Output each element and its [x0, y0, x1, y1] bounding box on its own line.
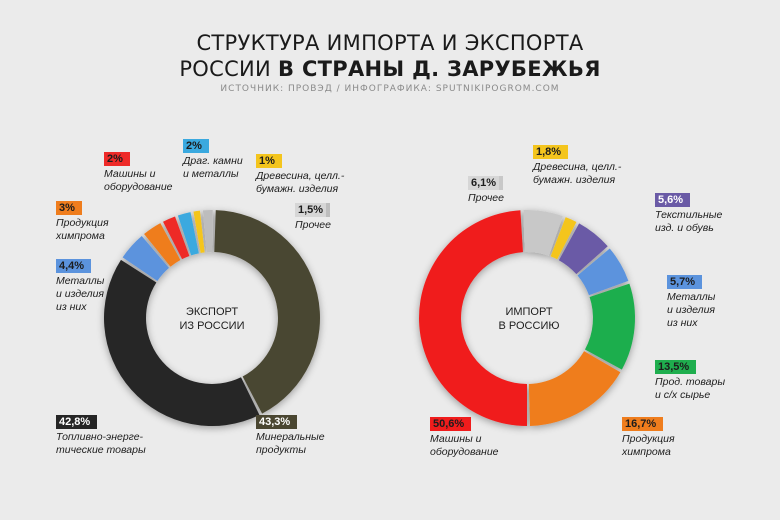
import-text-machines-1: Машины и [430, 433, 482, 445]
export-label-wood: 1% Древесина, целл.- бумажн. изделия [256, 154, 344, 196]
import-pct-metals: 5,7% [667, 275, 703, 289]
export-slice-2 [122, 235, 170, 281]
title-line-2-bold: В СТРАНЫ Д. ЗАРУБЕЖЬЯ [278, 57, 601, 81]
import-label-food: 13,5% Прод. товары и с/х сырье [655, 360, 725, 402]
import-text-machines-2: оборудование [430, 446, 499, 458]
export-center-line-2: ИЗ РОССИИ [179, 320, 245, 332]
import-text-metals-2: и изделия [667, 304, 716, 316]
export-slice-6 [193, 210, 205, 253]
import-slice-0 [419, 210, 527, 426]
export-text-fuel-1: Топливно-энерге- [56, 431, 144, 443]
import-text-textile-2: изд. и обувь [655, 222, 714, 234]
export-slice-3 [144, 223, 181, 267]
import-label-textile: 5,6% Текстильные изд. и обувь [655, 193, 722, 235]
export-text-machines-1: Машины и [104, 168, 156, 180]
import-slice-2 [550, 217, 577, 260]
export-pct-metals: 4,4% [56, 259, 92, 273]
import-label-wood: 1,8% Древесина, целл.- бумажн. изделия [533, 145, 621, 187]
export-text-precious-2: и металлы [183, 168, 239, 180]
import-slice-6 [528, 351, 621, 426]
import-text-chem-1: Продукция [622, 433, 675, 445]
export-pct-machines: 2% [104, 152, 130, 166]
export-text-mineral-1: Минеральные [256, 431, 325, 443]
export-slice-0 [214, 210, 320, 414]
import-donut [419, 209, 635, 426]
export-text-metals-1: Металлы [56, 275, 105, 287]
import-text-metals-1: Металлы [667, 291, 716, 303]
title-line-2-light: РОССИИ [179, 57, 272, 81]
import-label-other: 6,1% Прочее [468, 176, 504, 205]
import-slice-1 [523, 209, 563, 256]
import-center-line-1: ИМПОРТ [505, 306, 553, 318]
export-pct-precious: 2% [183, 139, 209, 153]
export-slice-5 [177, 212, 199, 256]
import-pct-chem: 16,7% [622, 417, 664, 431]
import-slice-5 [584, 283, 635, 370]
export-text-precious-1: Драг. камни [183, 155, 243, 167]
import-text-wood-2: бумажн. изделия [533, 174, 616, 186]
export-text-machines-2: оборудование [104, 181, 173, 193]
import-text-metals-3: из них [667, 317, 698, 329]
import-text-food-1: Прод. товары [655, 376, 726, 388]
import-pct-food: 13,5% [655, 360, 697, 374]
export-label-other: 1,5% Прочее [295, 203, 331, 232]
export-center-label: ЭКСПОРТ ИЗ РОССИИ [162, 305, 262, 333]
import-pct-wood: 1,8% [533, 145, 569, 159]
export-text-mineral-2: продукты [256, 444, 306, 456]
export-text-other-1: Прочее [295, 219, 331, 231]
export-pct-chem: 3% [56, 201, 82, 215]
import-text-chem-2: химпрома [622, 446, 671, 458]
import-text-other-1: Прочее [468, 192, 504, 204]
import-label-metals: 5,7% Металлы и изделия из них [667, 275, 715, 330]
export-text-chem-2: химпрома [56, 230, 105, 242]
import-text-textile-1: Текстильные [655, 209, 723, 221]
export-text-metals-3: из них [56, 301, 87, 313]
export-pct-mineral: 43,3% [256, 415, 298, 429]
import-slice-3 [558, 223, 608, 275]
export-text-wood-1: Древесина, целл.- [256, 170, 345, 182]
import-pct-machines: 50,6% [430, 417, 472, 431]
title-line-1: СТРУКТУРА ИМПОРТА И ЭКСПОРТА [196, 31, 584, 55]
import-label-chem: 16,7% Продукция химпрома [622, 417, 675, 459]
export-slice-1 [103, 259, 260, 427]
export-pct-fuel: 42,8% [56, 415, 98, 429]
export-label-chem: 3% Продукция химпрома [56, 201, 109, 243]
export-label-precious: 2% Драг. камни и металлы [183, 139, 243, 181]
import-pct-other: 6,1% [468, 176, 504, 190]
import-center-line-2: В РОССИЮ [498, 320, 560, 332]
export-pct-other: 1,5% [295, 203, 331, 217]
source-credit: ИСТОЧНИК: ПРОВЭД / ИНФОГРАФИКА: SPUTNIKI… [220, 84, 560, 94]
export-slice-7 [202, 210, 213, 253]
import-text-wood-1: Древесина, целл.- [533, 161, 622, 173]
export-text-chem-1: Продукция [56, 217, 109, 229]
title-line-2: РОССИИ В СТРАНЫ Д. ЗАРУБЕЖЬЯ [0, 56, 780, 82]
export-label-fuel: 42,8% Топливно-энерге- тические товары [56, 415, 146, 457]
export-label-mineral: 43,3% Минеральные продукты [256, 415, 325, 457]
export-text-wood-2: бумажн. изделия [256, 183, 339, 195]
import-text-food-2: и с/х сырье [655, 389, 711, 401]
export-text-metals-2: и изделия [56, 288, 105, 300]
export-pct-wood: 1% [256, 154, 282, 168]
import-pct-textile: 5,6% [655, 193, 691, 207]
import-center-label: ИМПОРТ В РОССИЮ [479, 305, 579, 333]
export-label-machines: 2% Машины и оборудование [104, 152, 173, 194]
import-slice-4 [577, 248, 629, 296]
export-slice-4 [163, 216, 190, 260]
import-label-machines: 50,6% Машины и оборудование [430, 417, 499, 459]
export-label-metals: 4,4% Металлы и изделия из них [56, 259, 104, 314]
export-donut [103, 210, 320, 427]
page-title: СТРУКТУРА ИМПОРТА И ЭКСПОРТА РОССИИ В СТ… [0, 30, 780, 82]
export-text-fuel-2: тические товары [56, 444, 146, 456]
export-center-line-1: ЭКСПОРТ [185, 306, 239, 318]
